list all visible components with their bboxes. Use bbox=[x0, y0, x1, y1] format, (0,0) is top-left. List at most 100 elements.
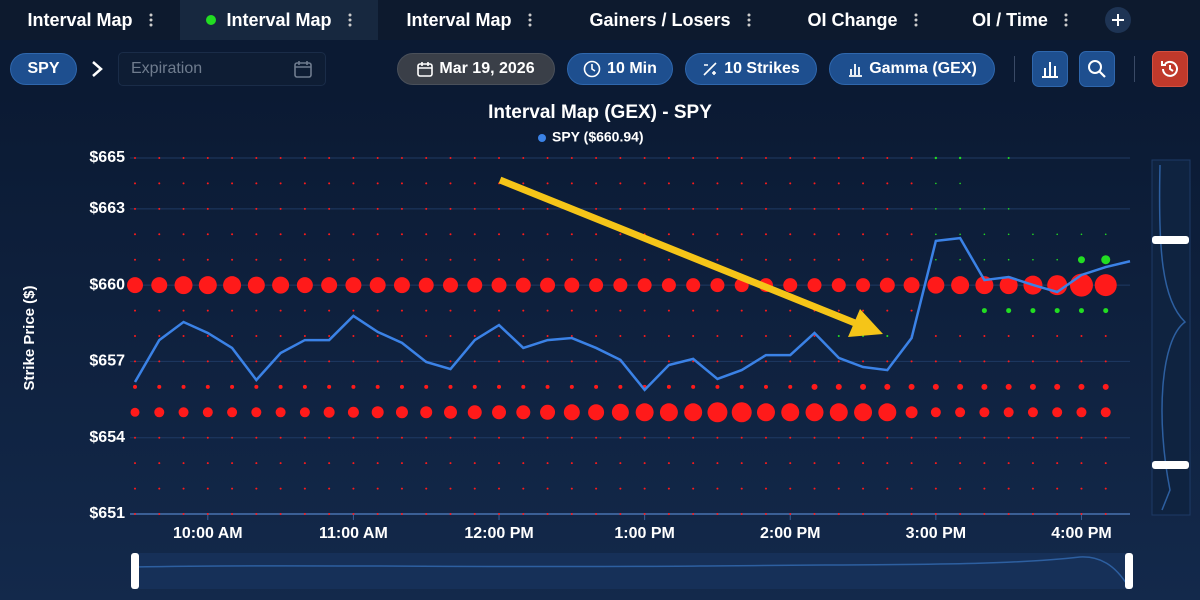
gex-dot bbox=[279, 233, 282, 236]
gex-dot bbox=[328, 335, 331, 337]
tab[interactable]: Interval Map bbox=[180, 0, 378, 40]
gex-dot bbox=[182, 487, 185, 490]
menu-icon[interactable] bbox=[914, 13, 918, 27]
tab[interactable]: OI Change bbox=[780, 0, 945, 40]
strikes-button[interactable]: 10 Strikes bbox=[685, 53, 817, 85]
gex-dot bbox=[134, 207, 136, 210]
gex-dot bbox=[182, 157, 185, 159]
gex-dot bbox=[255, 182, 258, 185]
gex-dot bbox=[619, 182, 622, 185]
calendar-icon[interactable] bbox=[293, 59, 313, 79]
tab[interactable]: OI / Time bbox=[945, 0, 1095, 40]
y-axis-label: Strike Price ($) bbox=[21, 285, 38, 390]
gex-dot bbox=[546, 360, 549, 363]
right-navigator[interactable] bbox=[1151, 159, 1191, 516]
gex-dot bbox=[959, 487, 962, 490]
gex-dot bbox=[522, 233, 525, 236]
date-button[interactable]: Mar 19, 2026 bbox=[397, 53, 555, 85]
gex-dot bbox=[1007, 208, 1010, 210]
gex-dot bbox=[959, 513, 962, 515]
menu-icon[interactable] bbox=[149, 13, 153, 27]
gex-dot bbox=[303, 233, 306, 236]
menu-icon[interactable] bbox=[1064, 13, 1068, 27]
gex-dot bbox=[1007, 462, 1010, 465]
gex-dot bbox=[611, 403, 629, 421]
gex-dot bbox=[255, 207, 258, 210]
symbol-button[interactable]: SPY bbox=[10, 53, 77, 85]
menu-icon[interactable] bbox=[348, 13, 352, 27]
gex-dot bbox=[860, 383, 867, 390]
search-button[interactable] bbox=[1079, 51, 1115, 87]
metric-button[interactable]: Gamma (GEX) bbox=[829, 53, 995, 85]
gex-dot bbox=[255, 436, 258, 439]
gex-dot bbox=[692, 462, 695, 465]
gex-dot bbox=[352, 258, 355, 261]
gex-dot bbox=[299, 407, 310, 418]
gex-dot bbox=[789, 487, 792, 490]
interval-button[interactable]: 10 Min bbox=[567, 53, 673, 85]
gex-dot bbox=[740, 360, 743, 363]
gex-dot bbox=[302, 384, 307, 389]
gex-dot bbox=[352, 513, 355, 515]
gex-dot bbox=[158, 207, 161, 210]
add-tab-button[interactable] bbox=[1104, 6, 1132, 34]
gex-dot bbox=[983, 436, 986, 439]
gex-dot bbox=[862, 258, 865, 261]
gex-dot bbox=[1007, 258, 1010, 261]
gex-dot bbox=[570, 436, 573, 439]
gex-dot bbox=[886, 462, 889, 465]
gex-dot bbox=[255, 487, 258, 490]
gex-dot bbox=[498, 436, 501, 439]
tab[interactable]: Gainers / Losers bbox=[560, 0, 780, 40]
gex-dot bbox=[498, 157, 501, 159]
gex-dot bbox=[255, 258, 258, 261]
gex-dot bbox=[182, 335, 185, 337]
expiration-placeholder: Expiration bbox=[131, 60, 203, 77]
gex-dot bbox=[1052, 407, 1063, 418]
gex-dot bbox=[740, 258, 743, 261]
reset-button[interactable] bbox=[1152, 51, 1188, 87]
menu-icon[interactable] bbox=[528, 13, 532, 27]
gex-dot bbox=[255, 233, 258, 236]
gex-dot bbox=[328, 462, 331, 465]
gex-dot bbox=[570, 157, 573, 159]
gex-dot bbox=[1069, 273, 1093, 297]
expiration-input[interactable]: Expiration bbox=[118, 52, 326, 86]
gex-dot bbox=[231, 462, 234, 465]
gex-dot bbox=[886, 182, 889, 185]
gex-dot bbox=[376, 335, 379, 337]
gex-dot bbox=[376, 513, 379, 515]
gex-dot bbox=[1104, 513, 1107, 515]
gex-dot bbox=[595, 207, 598, 210]
gex-dot bbox=[545, 384, 550, 389]
gex-dot bbox=[182, 258, 185, 261]
gex-dot bbox=[716, 513, 719, 515]
gex-dot bbox=[449, 360, 452, 363]
gex-dot bbox=[473, 360, 476, 363]
gex-dot bbox=[837, 309, 840, 312]
bottom-navigator[interactable] bbox=[131, 553, 1133, 589]
gex-dot bbox=[400, 513, 403, 515]
menu-icon[interactable] bbox=[747, 13, 751, 27]
gex-dot bbox=[643, 513, 646, 515]
gex-dot bbox=[910, 258, 913, 261]
gex-dot bbox=[247, 276, 265, 294]
gex-dot bbox=[716, 487, 719, 490]
gex-dot bbox=[983, 462, 986, 465]
gex-dot bbox=[467, 277, 483, 293]
y-tick-label: $651 bbox=[89, 505, 125, 522]
gex-dot bbox=[643, 157, 646, 159]
gex-dot bbox=[279, 462, 282, 465]
chart-type-button[interactable] bbox=[1032, 51, 1068, 87]
tab[interactable]: Interval Map bbox=[0, 0, 180, 40]
gex-dot bbox=[595, 182, 598, 185]
gex-dot bbox=[395, 406, 408, 419]
gex-dot bbox=[134, 182, 136, 185]
gex-dot bbox=[1104, 360, 1107, 363]
gex-dot bbox=[206, 258, 209, 261]
gex-dot bbox=[352, 233, 355, 236]
gex-dot bbox=[831, 278, 846, 293]
tab[interactable]: Interval Map bbox=[378, 0, 560, 40]
gex-dot bbox=[1080, 233, 1083, 236]
